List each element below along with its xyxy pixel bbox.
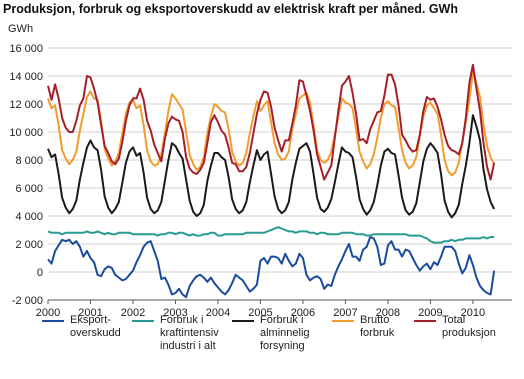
legend-swatch <box>414 320 436 322</box>
y-axis-label: GWh <box>8 23 34 35</box>
legend-label: Eksport-overskudd <box>70 314 121 339</box>
legend-item: Brutto forbruk <box>332 314 412 340</box>
y-tick-label: 4 000 <box>15 211 43 223</box>
y-tick-label: 8 000 <box>15 155 43 167</box>
x-tick-label: 2000 <box>36 307 60 319</box>
x-tick-label: 2009 <box>418 307 442 319</box>
x-tick-label: 2002 <box>121 307 145 319</box>
x-tick-label: 2008 <box>376 307 400 319</box>
y-tick-label: 6 000 <box>15 183 43 195</box>
series-line <box>47 236 496 299</box>
legend-swatch <box>232 320 254 322</box>
legend-item: Forbruk i kraftintensiv industri i alt <box>132 314 240 353</box>
x-tick-label: 2006 <box>291 307 315 319</box>
series-line <box>47 63 496 181</box>
legend-label: Forbruk i kraftintensiv industri i alt <box>160 314 219 352</box>
series-line <box>47 114 496 219</box>
legend-label: Forbruk i alminnelig forsyning <box>260 314 310 352</box>
x-tick-label: 2003 <box>163 307 187 319</box>
y-tick-label: -2 000 <box>12 295 43 307</box>
legend-item: Forbruk i alminnelig forsyning <box>232 314 326 353</box>
legend-swatch <box>42 320 64 322</box>
y-tick-label: 14 000 <box>9 71 43 83</box>
y-tick-label: 0 <box>37 267 43 279</box>
x-tick-label: 2004 <box>206 307 230 319</box>
legend-swatch <box>132 320 154 322</box>
x-tick-label: 2007 <box>333 307 357 319</box>
legend-item: Total produksjon <box>414 314 506 340</box>
legend-item: Eksport-overskudd <box>42 314 132 340</box>
y-tick-label: 2 000 <box>15 239 43 251</box>
legend-swatch <box>332 320 354 322</box>
y-tick-label: 10 000 <box>9 127 43 139</box>
legend: Eksport-overskudd Forbruk i kraftintensiv… <box>42 314 522 376</box>
x-tick-label: 2010 <box>461 307 485 319</box>
y-tick-label: 12 000 <box>9 99 43 111</box>
x-tick-label: 2005 <box>248 307 272 319</box>
y-tick-label: 16 000 <box>9 43 43 55</box>
series-line <box>47 226 495 244</box>
chart-title: Produksjon, forbruk og eksportoverskudd … <box>3 2 458 16</box>
legend-label: Total produksjon <box>442 314 496 339</box>
legend-label: Brutto forbruk <box>360 314 395 339</box>
x-tick-label: 2001 <box>78 307 102 319</box>
